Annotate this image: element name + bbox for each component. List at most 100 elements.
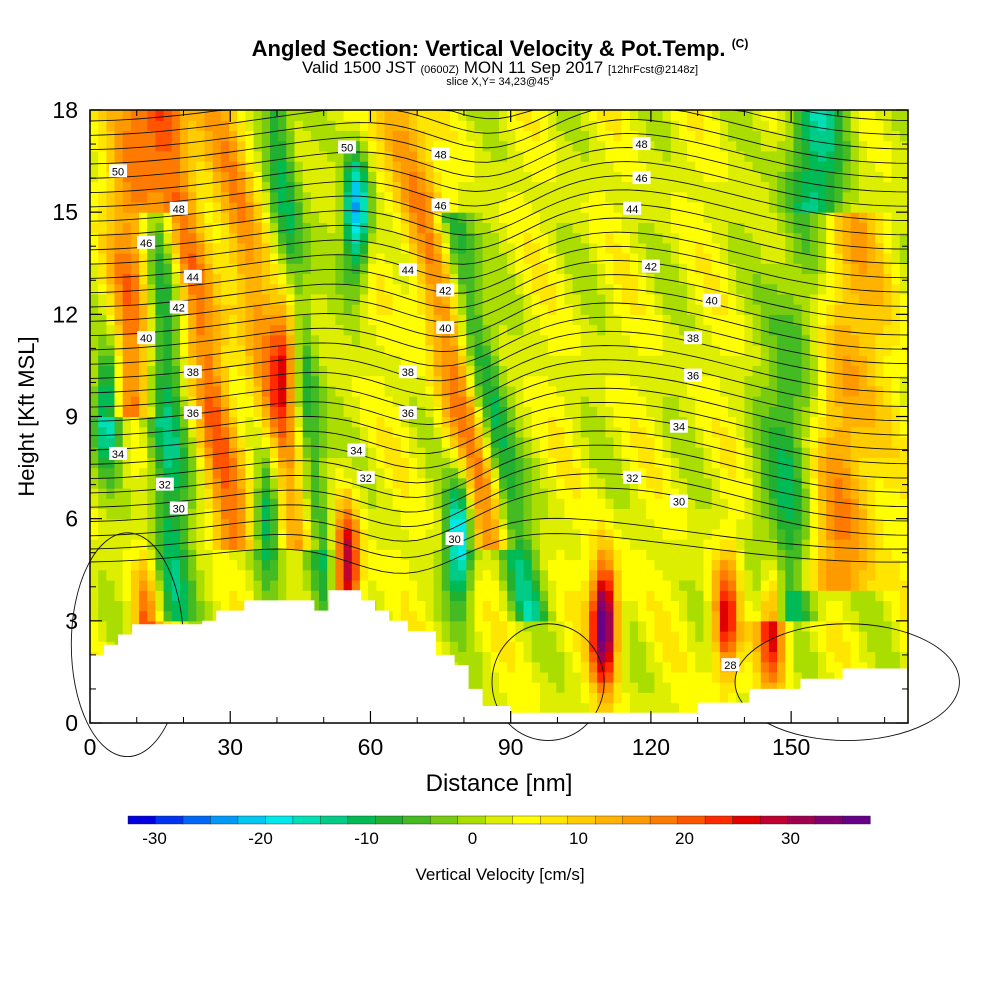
velocity-cell: [188, 232, 197, 244]
velocity-cell: [417, 150, 426, 162]
velocity-cell: [605, 273, 615, 285]
velocity-cell: [270, 539, 279, 550]
velocity-cell: [711, 457, 721, 469]
velocity-cell: [171, 559, 181, 571]
velocity-cell: [212, 406, 222, 418]
velocity-cell: [171, 232, 181, 244]
velocity-cell: [212, 293, 222, 305]
velocity-cell: [605, 671, 615, 683]
velocity-cell: [695, 345, 705, 356]
velocity-cell: [220, 528, 230, 540]
velocity-cell: [515, 559, 525, 571]
velocity-cell: [515, 345, 525, 356]
velocity-cell: [90, 253, 99, 264]
velocity-cell: [736, 304, 745, 315]
velocity-cell: [417, 539, 426, 550]
velocity-cell: [147, 120, 157, 131]
velocity-cell: [368, 334, 377, 346]
velocity-cell: [278, 304, 287, 315]
velocity-cell: [646, 345, 655, 356]
velocity-cell: [515, 671, 525, 683]
velocity-cell: [507, 171, 516, 183]
velocity-cell: [621, 110, 631, 121]
velocity-cell: [122, 518, 132, 530]
velocity-cell: [286, 467, 296, 479]
velocity-cell: [466, 671, 476, 683]
velocity-cell: [294, 110, 304, 121]
velocity-cell: [621, 263, 631, 274]
velocity-cell: [679, 293, 688, 305]
velocity-cell: [728, 549, 737, 561]
velocity-cell: [629, 436, 639, 448]
velocity-cell: [417, 355, 426, 366]
velocity-cell: [294, 365, 304, 377]
velocity-cell: [572, 600, 582, 612]
velocity-cell: [539, 702, 549, 714]
velocity-cell: [728, 651, 737, 663]
velocity-cell: [106, 345, 116, 356]
velocity-cell: [638, 467, 647, 479]
velocity-cell: [278, 396, 287, 407]
velocity-cell: [687, 702, 696, 714]
velocity-cell: [294, 253, 304, 264]
velocity-cell: [98, 253, 107, 264]
velocity-cell: [237, 293, 246, 305]
velocity-cell: [286, 201, 296, 213]
velocity-cell: [392, 375, 402, 387]
velocity-cell: [441, 110, 451, 121]
velocity-cell: [613, 651, 623, 663]
velocity-cell: [253, 181, 263, 193]
velocity-cell: [417, 590, 426, 601]
velocity-cell: [449, 263, 459, 274]
velocity-cell: [335, 324, 345, 336]
velocity-cell: [139, 406, 148, 418]
velocity-cell: [621, 232, 631, 244]
velocity-cell: [302, 304, 312, 315]
velocity-cell: [130, 345, 140, 356]
velocity-cell: [458, 498, 467, 509]
velocity-cell: [425, 283, 435, 295]
velocity-cell: [294, 293, 304, 305]
velocity-cell: [703, 590, 713, 601]
velocity-cell: [548, 385, 557, 397]
velocity-cell: [188, 590, 197, 601]
velocity-cell: [539, 488, 549, 499]
velocity-cell: [196, 355, 206, 366]
velocity-cell: [662, 702, 672, 714]
velocity-cell: [654, 375, 664, 387]
velocity-cell: [564, 682, 574, 693]
velocity-cell: [507, 559, 516, 571]
velocity-cell: [139, 518, 148, 530]
velocity-cell: [237, 150, 246, 162]
velocity-cell: [400, 600, 410, 612]
velocity-cell: [654, 620, 664, 632]
velocity-cell: [719, 518, 729, 530]
velocity-cell: [90, 232, 99, 244]
velocity-cell: [212, 263, 222, 274]
velocity-cell: [605, 140, 615, 152]
velocity-cell: [204, 365, 214, 377]
velocity-cell: [433, 263, 443, 274]
velocity-cell: [245, 375, 255, 387]
velocity-cell: [368, 549, 377, 561]
velocity-cell: [261, 518, 271, 530]
velocity-cell: [646, 365, 655, 377]
velocity-cell: [760, 110, 770, 121]
velocity-cell: [515, 467, 525, 479]
velocity-cell: [368, 416, 377, 428]
velocity-cell: [302, 467, 312, 479]
velocity-cell: [327, 120, 336, 131]
velocity-cell: [499, 651, 508, 663]
velocity-cell: [507, 304, 516, 315]
velocity-cell: [646, 590, 655, 601]
velocity-cell: [302, 253, 312, 264]
velocity-cell: [531, 539, 541, 550]
velocity-cell: [351, 324, 361, 336]
velocity-cell: [417, 559, 426, 571]
velocity-cell: [237, 569, 246, 581]
velocity-cell: [490, 508, 500, 520]
velocity-cell: [499, 242, 508, 254]
velocity-cell: [368, 580, 377, 591]
velocity-cell: [433, 222, 443, 234]
velocity-cell: [392, 528, 402, 540]
